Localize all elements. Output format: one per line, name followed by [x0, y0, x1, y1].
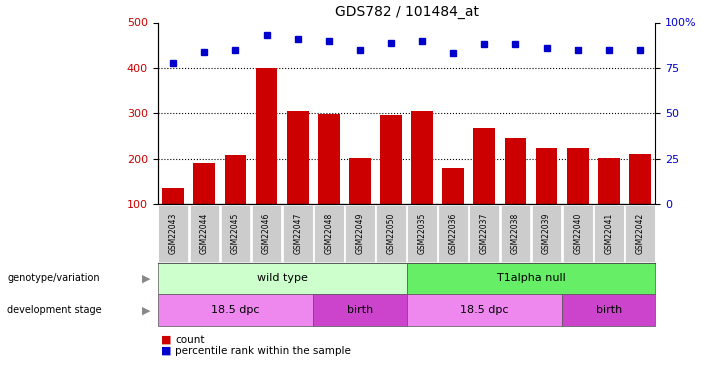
Bar	[598, 158, 620, 204]
Text: GSM22043: GSM22043	[169, 213, 178, 254]
Text: ■: ■	[161, 346, 172, 355]
Text: wild type: wild type	[257, 273, 308, 284]
Bar	[442, 168, 464, 204]
Text: GSM22039: GSM22039	[542, 213, 551, 254]
Text: GSM22045: GSM22045	[231, 213, 240, 254]
Text: GSM22041: GSM22041	[604, 213, 613, 254]
Bar	[411, 111, 433, 204]
Bar	[193, 162, 215, 204]
Bar	[163, 189, 184, 204]
Text: ▶: ▶	[142, 305, 151, 315]
Text: GSM22038: GSM22038	[511, 213, 520, 254]
Bar	[287, 111, 308, 204]
Bar	[536, 148, 557, 204]
Text: GSM22037: GSM22037	[480, 213, 489, 254]
Text: GSM22036: GSM22036	[449, 213, 458, 254]
Text: birth: birth	[347, 305, 373, 315]
Bar	[473, 128, 495, 204]
Text: ■: ■	[161, 335, 172, 345]
Text: T1alpha null: T1alpha null	[496, 273, 566, 284]
Text: GSM22048: GSM22048	[325, 213, 333, 254]
Bar	[349, 158, 371, 204]
Bar	[256, 68, 278, 204]
Text: percentile rank within the sample: percentile rank within the sample	[175, 346, 351, 355]
Text: GSM22046: GSM22046	[262, 213, 271, 254]
Bar	[505, 138, 526, 204]
Text: GSM22047: GSM22047	[293, 213, 302, 254]
Text: GSM22040: GSM22040	[573, 213, 582, 254]
Text: GSM22049: GSM22049	[355, 213, 365, 254]
Bar	[629, 154, 651, 204]
Text: GSM22042: GSM22042	[635, 213, 644, 254]
Title: GDS782 / 101484_at: GDS782 / 101484_at	[334, 5, 479, 19]
Text: ▶: ▶	[142, 273, 151, 284]
Text: birth: birth	[596, 305, 622, 315]
Text: GSM22044: GSM22044	[200, 213, 209, 254]
Text: GSM22050: GSM22050	[386, 213, 395, 254]
Text: 18.5 dpc: 18.5 dpc	[460, 305, 509, 315]
Bar	[567, 148, 589, 204]
Text: genotype/variation: genotype/variation	[7, 273, 100, 284]
Text: 18.5 dpc: 18.5 dpc	[211, 305, 260, 315]
Text: count: count	[175, 335, 205, 345]
Bar	[380, 115, 402, 204]
Bar	[224, 155, 246, 204]
Bar	[318, 114, 340, 204]
Text: GSM22035: GSM22035	[418, 213, 427, 254]
Text: development stage: development stage	[7, 305, 102, 315]
